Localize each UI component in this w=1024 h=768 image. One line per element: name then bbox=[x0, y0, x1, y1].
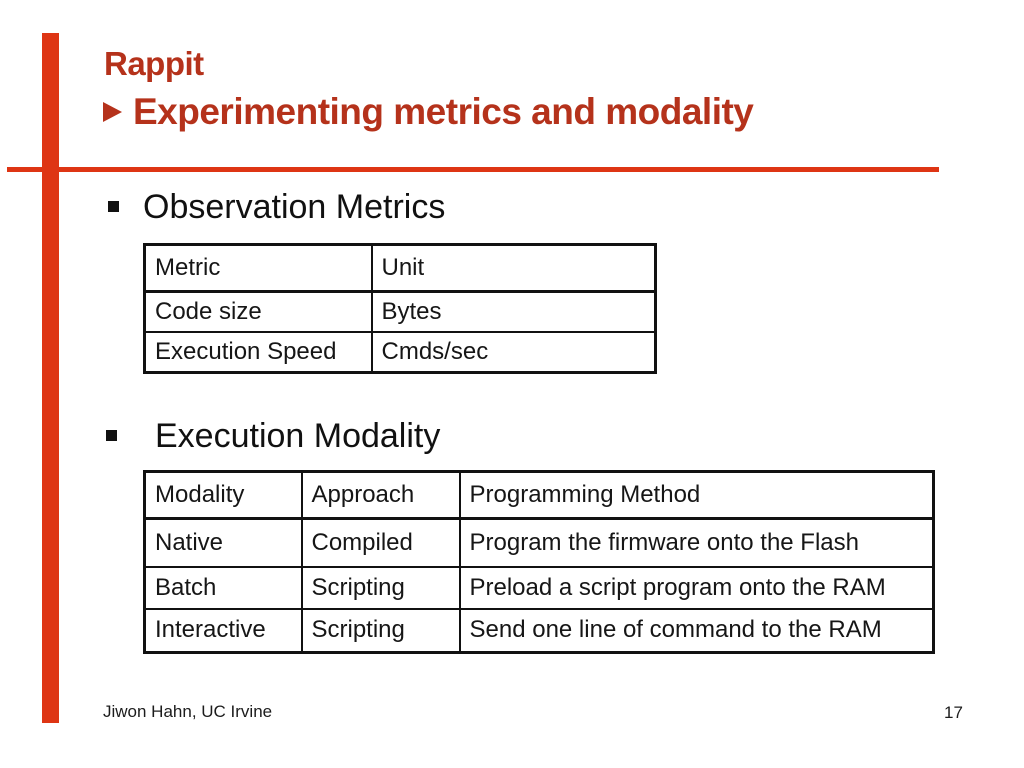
modality-table: Modality Approach Programming Method Nat… bbox=[143, 470, 935, 654]
table-header-cell: Modality bbox=[143, 470, 303, 520]
table-header-cell: Metric bbox=[143, 243, 373, 293]
table-row: Interactive Scripting Send one line of c… bbox=[143, 607, 935, 654]
table-cell: Preload a script program onto the RAM bbox=[458, 565, 935, 610]
page-number: 17 bbox=[944, 703, 963, 722]
table-cell: Code size bbox=[143, 290, 373, 333]
slide-subtitle-row: Experimenting metrics and modality bbox=[103, 91, 754, 133]
slide-subtitle: Experimenting metrics and modality bbox=[133, 91, 754, 132]
table-row: Batch Scripting Preload a script program… bbox=[143, 565, 935, 610]
table-header-cell: Approach bbox=[300, 470, 461, 520]
table-cell: Compiled bbox=[300, 517, 461, 568]
table-cell: Interactive bbox=[143, 607, 303, 654]
section-heading: Observation Metrics bbox=[143, 188, 446, 226]
section-observation-metrics: Observation Metrics bbox=[108, 188, 445, 226]
title-divider-rule bbox=[7, 167, 939, 172]
section-execution-modality: Execution Modality bbox=[106, 417, 440, 455]
slide-title: Rappit bbox=[104, 45, 204, 82]
table-header-cell: Unit bbox=[370, 243, 657, 293]
table-cell: Scripting bbox=[300, 607, 461, 654]
table-cell: Batch bbox=[143, 565, 303, 610]
table-row: Code size Bytes bbox=[143, 290, 657, 333]
table-cell: Native bbox=[143, 517, 303, 568]
table-cell: Bytes bbox=[370, 290, 657, 333]
title-block: Rappit Experimenting metrics and modalit… bbox=[103, 44, 754, 133]
triangle-bullet-icon bbox=[103, 102, 122, 122]
table-row: Execution Speed Cmds/sec bbox=[143, 330, 657, 374]
metrics-table: Metric Unit Code size Bytes Execution Sp… bbox=[143, 243, 657, 374]
square-bullet-icon bbox=[108, 201, 119, 212]
square-bullet-icon bbox=[106, 430, 117, 441]
footer-author: Jiwon Hahn, UC Irvine bbox=[103, 702, 273, 721]
table-row: Native Compiled Program the firmware ont… bbox=[143, 517, 935, 568]
accent-bar bbox=[42, 33, 59, 723]
table-cell: Send one line of command to the RAM bbox=[458, 607, 935, 654]
table-header-cell: Programming Method bbox=[458, 470, 935, 520]
table-header-row: Modality Approach Programming Method bbox=[143, 470, 935, 520]
table-cell: Execution Speed bbox=[143, 330, 373, 374]
table-cell: Cmds/sec bbox=[370, 330, 657, 374]
table-header-row: Metric Unit bbox=[143, 243, 657, 293]
table-cell: Scripting bbox=[300, 565, 461, 610]
table-cell: Program the firmware onto the Flash bbox=[458, 517, 935, 568]
section-heading: Execution Modality bbox=[155, 417, 441, 455]
